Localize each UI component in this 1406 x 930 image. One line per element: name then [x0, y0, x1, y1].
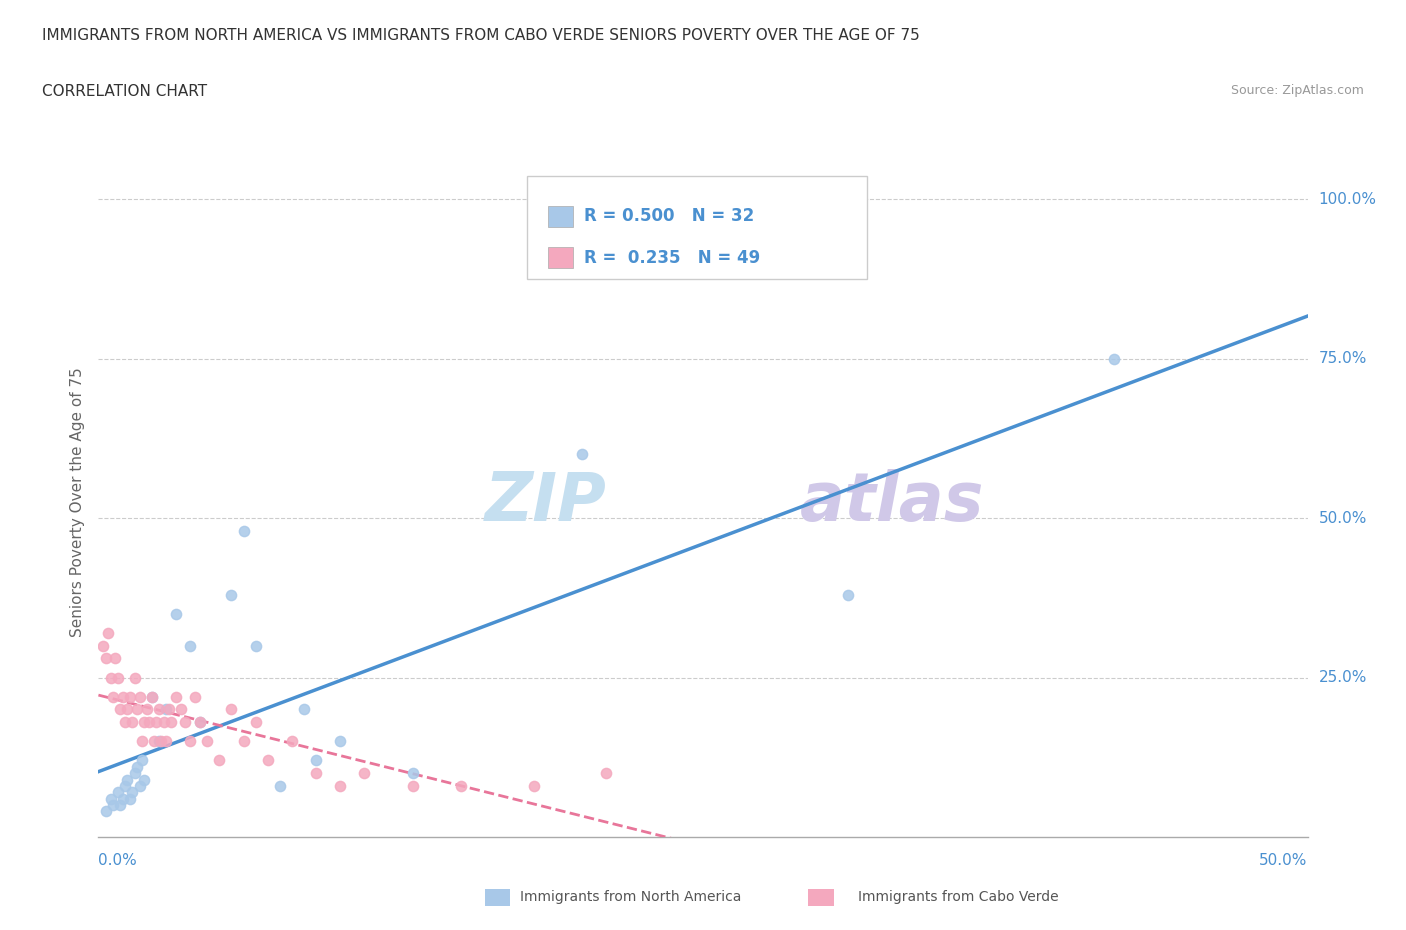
- Point: [165, 606, 187, 621]
- Point: [232, 734, 254, 749]
- Point: [121, 785, 143, 800]
- Point: [111, 689, 134, 704]
- Point: [118, 791, 141, 806]
- Point: [107, 785, 129, 800]
- Point: [269, 778, 291, 793]
- Point: [108, 702, 131, 717]
- Point: [245, 715, 267, 730]
- Point: [305, 765, 328, 780]
- Point: [188, 715, 211, 730]
- Point: [128, 689, 150, 704]
- Point: [160, 715, 183, 730]
- Point: [188, 715, 211, 730]
- Point: [143, 734, 166, 749]
- Point: [127, 760, 149, 775]
- Point: [131, 753, 153, 768]
- Point: [148, 702, 170, 717]
- Point: [837, 587, 859, 602]
- Point: [169, 702, 191, 717]
- Point: [148, 734, 170, 749]
- Point: [94, 804, 117, 819]
- Text: ZIP: ZIP: [485, 470, 606, 535]
- Point: [402, 765, 425, 780]
- Text: Source: ZipAtlas.com: Source: ZipAtlas.com: [1230, 84, 1364, 97]
- Point: [117, 702, 139, 717]
- Point: [100, 671, 122, 685]
- Point: [281, 734, 304, 749]
- Y-axis label: Seniors Poverty Over the Age of 75: Seniors Poverty Over the Age of 75: [69, 367, 84, 637]
- Point: [128, 778, 150, 793]
- Point: [127, 702, 149, 717]
- Point: [402, 778, 425, 793]
- Point: [91, 638, 114, 653]
- Point: [117, 772, 139, 787]
- Text: R =  0.235   N = 49: R = 0.235 N = 49: [585, 248, 761, 267]
- Point: [184, 689, 207, 704]
- Point: [131, 734, 153, 749]
- Point: [353, 765, 375, 780]
- Point: [111, 791, 134, 806]
- Point: [150, 734, 173, 749]
- Point: [305, 753, 328, 768]
- Point: [221, 702, 243, 717]
- Text: 25.0%: 25.0%: [1319, 671, 1367, 685]
- Text: Immigrants from Cabo Verde: Immigrants from Cabo Verde: [858, 890, 1059, 905]
- Text: 100.0%: 100.0%: [1319, 192, 1376, 206]
- Text: R = 0.500   N = 32: R = 0.500 N = 32: [585, 207, 755, 225]
- Point: [145, 715, 167, 730]
- Text: atlas: atlas: [800, 470, 984, 535]
- Point: [114, 715, 136, 730]
- Text: 75.0%: 75.0%: [1319, 352, 1367, 366]
- Point: [114, 778, 136, 793]
- Point: [134, 715, 156, 730]
- Point: [245, 638, 267, 653]
- Point: [135, 702, 157, 717]
- Point: [174, 715, 197, 730]
- Point: [450, 778, 472, 793]
- Point: [571, 447, 593, 462]
- Point: [94, 651, 117, 666]
- Point: [121, 715, 143, 730]
- Point: [118, 689, 141, 704]
- Text: IMMIGRANTS FROM NORTH AMERICA VS IMMIGRANTS FROM CABO VERDE SENIORS POVERTY OVER: IMMIGRANTS FROM NORTH AMERICA VS IMMIGRA…: [42, 28, 920, 43]
- Point: [138, 715, 160, 730]
- Point: [134, 772, 156, 787]
- Point: [165, 689, 187, 704]
- Point: [124, 671, 146, 685]
- Point: [523, 778, 546, 793]
- Text: CORRELATION CHART: CORRELATION CHART: [42, 84, 207, 99]
- Point: [195, 734, 218, 749]
- Text: 50.0%: 50.0%: [1319, 511, 1367, 525]
- Point: [101, 689, 124, 704]
- Point: [179, 638, 201, 653]
- Point: [101, 798, 124, 813]
- Point: [256, 753, 278, 768]
- Point: [232, 524, 254, 538]
- Point: [292, 702, 315, 717]
- Point: [329, 734, 352, 749]
- Point: [100, 791, 122, 806]
- Point: [155, 734, 177, 749]
- Point: [208, 753, 231, 768]
- Point: [221, 587, 243, 602]
- Text: Immigrants from North America: Immigrants from North America: [520, 890, 741, 905]
- Point: [179, 734, 201, 749]
- Point: [108, 798, 131, 813]
- Point: [141, 689, 163, 704]
- Point: [97, 626, 120, 641]
- Point: [157, 702, 180, 717]
- Point: [104, 651, 127, 666]
- Point: [107, 671, 129, 685]
- Text: 50.0%: 50.0%: [1260, 853, 1308, 868]
- Text: 0.0%: 0.0%: [98, 853, 138, 868]
- Point: [141, 689, 163, 704]
- Point: [329, 778, 352, 793]
- Point: [152, 715, 174, 730]
- Point: [155, 702, 177, 717]
- Point: [1102, 352, 1125, 366]
- Point: [595, 765, 617, 780]
- Point: [124, 765, 146, 780]
